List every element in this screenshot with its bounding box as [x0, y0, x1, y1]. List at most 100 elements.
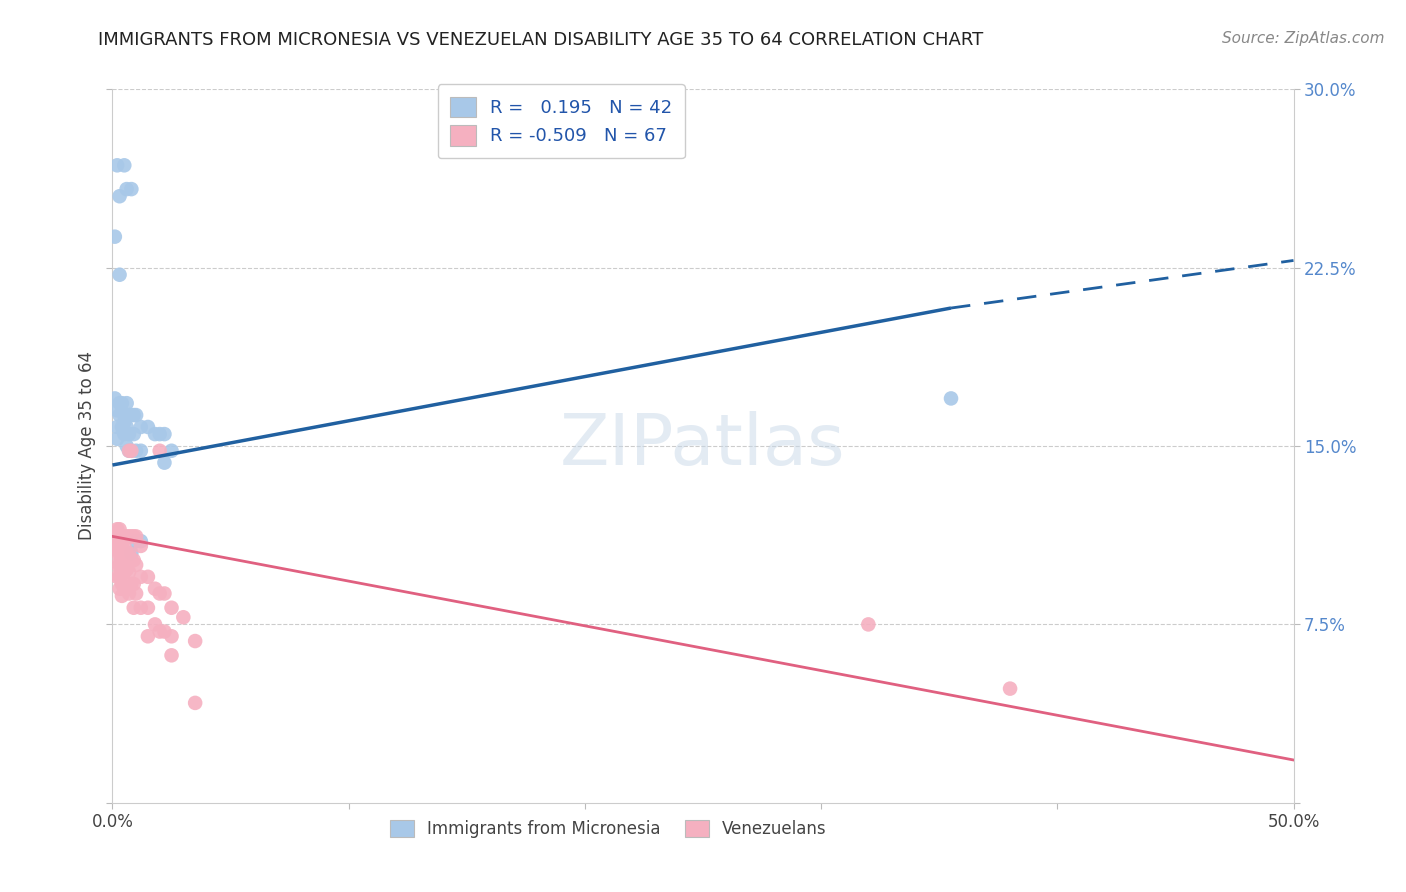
Point — [125, 529, 148, 543]
Point — [105, 539, 128, 553]
Point — [122, 529, 145, 543]
Point — [115, 582, 138, 596]
Point — [160, 648, 183, 663]
Point — [111, 420, 134, 434]
Point — [108, 268, 131, 282]
Point — [108, 189, 131, 203]
Point — [118, 408, 141, 422]
Point — [129, 539, 152, 553]
Point — [184, 634, 207, 648]
Point — [122, 577, 145, 591]
Point — [120, 546, 142, 560]
Point — [105, 522, 128, 536]
Point — [115, 563, 138, 577]
Point — [118, 529, 141, 543]
Point — [105, 403, 128, 417]
Point — [125, 534, 148, 549]
Point — [104, 229, 127, 244]
Point — [115, 420, 138, 434]
Point — [105, 558, 128, 572]
Point — [143, 582, 166, 596]
Point — [112, 582, 135, 596]
Point — [112, 565, 135, 579]
Point — [120, 529, 142, 543]
Point — [153, 586, 176, 600]
Point — [104, 529, 127, 543]
Point — [118, 443, 141, 458]
Point — [120, 443, 142, 458]
Text: Source: ZipAtlas.com: Source: ZipAtlas.com — [1222, 31, 1385, 46]
Point — [122, 600, 145, 615]
Point — [111, 577, 134, 591]
Point — [111, 529, 134, 543]
Point — [125, 408, 148, 422]
Point — [160, 600, 183, 615]
Point — [105, 420, 128, 434]
Text: ZIPatlas: ZIPatlas — [560, 411, 846, 481]
Point — [129, 600, 152, 615]
Point — [153, 624, 176, 639]
Y-axis label: Disability Age 35 to 64: Disability Age 35 to 64 — [77, 351, 96, 541]
Point — [111, 553, 134, 567]
Point — [105, 432, 128, 446]
Point — [129, 570, 152, 584]
Point — [143, 427, 166, 442]
Point — [120, 577, 142, 591]
Point — [149, 586, 172, 600]
Point — [108, 408, 131, 422]
Point — [160, 629, 183, 643]
Point — [115, 529, 138, 543]
Point — [108, 522, 131, 536]
Point — [129, 534, 152, 549]
Point — [172, 610, 194, 624]
Point — [108, 570, 131, 584]
Point — [149, 427, 172, 442]
Point — [120, 182, 142, 196]
Point — [111, 565, 134, 579]
Point — [112, 553, 135, 567]
Point — [939, 392, 962, 406]
Point — [118, 586, 141, 600]
Point — [112, 529, 135, 543]
Point — [108, 539, 131, 553]
Legend: Immigrants from Micronesia, Venezuelans: Immigrants from Micronesia, Venezuelans — [384, 813, 834, 845]
Point — [108, 582, 131, 596]
Point — [105, 546, 128, 560]
Point — [112, 158, 135, 172]
Point — [184, 696, 207, 710]
Point — [105, 529, 128, 543]
Point — [118, 427, 141, 442]
Point — [122, 553, 145, 567]
Point — [118, 443, 141, 458]
Point — [108, 529, 131, 543]
Point — [136, 570, 159, 584]
Point — [122, 427, 145, 442]
Point — [125, 558, 148, 572]
Point — [115, 396, 138, 410]
Point — [112, 415, 135, 429]
Point — [120, 553, 142, 567]
Point — [120, 443, 142, 458]
Point — [108, 546, 131, 560]
Point — [136, 420, 159, 434]
Point — [118, 546, 141, 560]
Point — [104, 392, 127, 406]
Point — [108, 558, 131, 572]
Point — [118, 565, 141, 579]
Point — [104, 539, 127, 553]
Point — [149, 443, 172, 458]
Point — [125, 586, 148, 600]
Point — [122, 408, 145, 422]
Text: IMMIGRANTS FROM MICRONESIA VS VENEZUELAN DISABILITY AGE 35 TO 64 CORRELATION CHA: IMMIGRANTS FROM MICRONESIA VS VENEZUELAN… — [98, 31, 984, 49]
Point — [112, 427, 135, 442]
Point — [858, 617, 880, 632]
Point — [115, 182, 138, 196]
Point — [112, 539, 135, 553]
Point — [153, 427, 176, 442]
Point — [108, 396, 131, 410]
Point — [111, 539, 134, 553]
Point — [105, 158, 128, 172]
Point — [115, 439, 138, 453]
Point — [136, 629, 159, 643]
Point — [125, 443, 148, 458]
